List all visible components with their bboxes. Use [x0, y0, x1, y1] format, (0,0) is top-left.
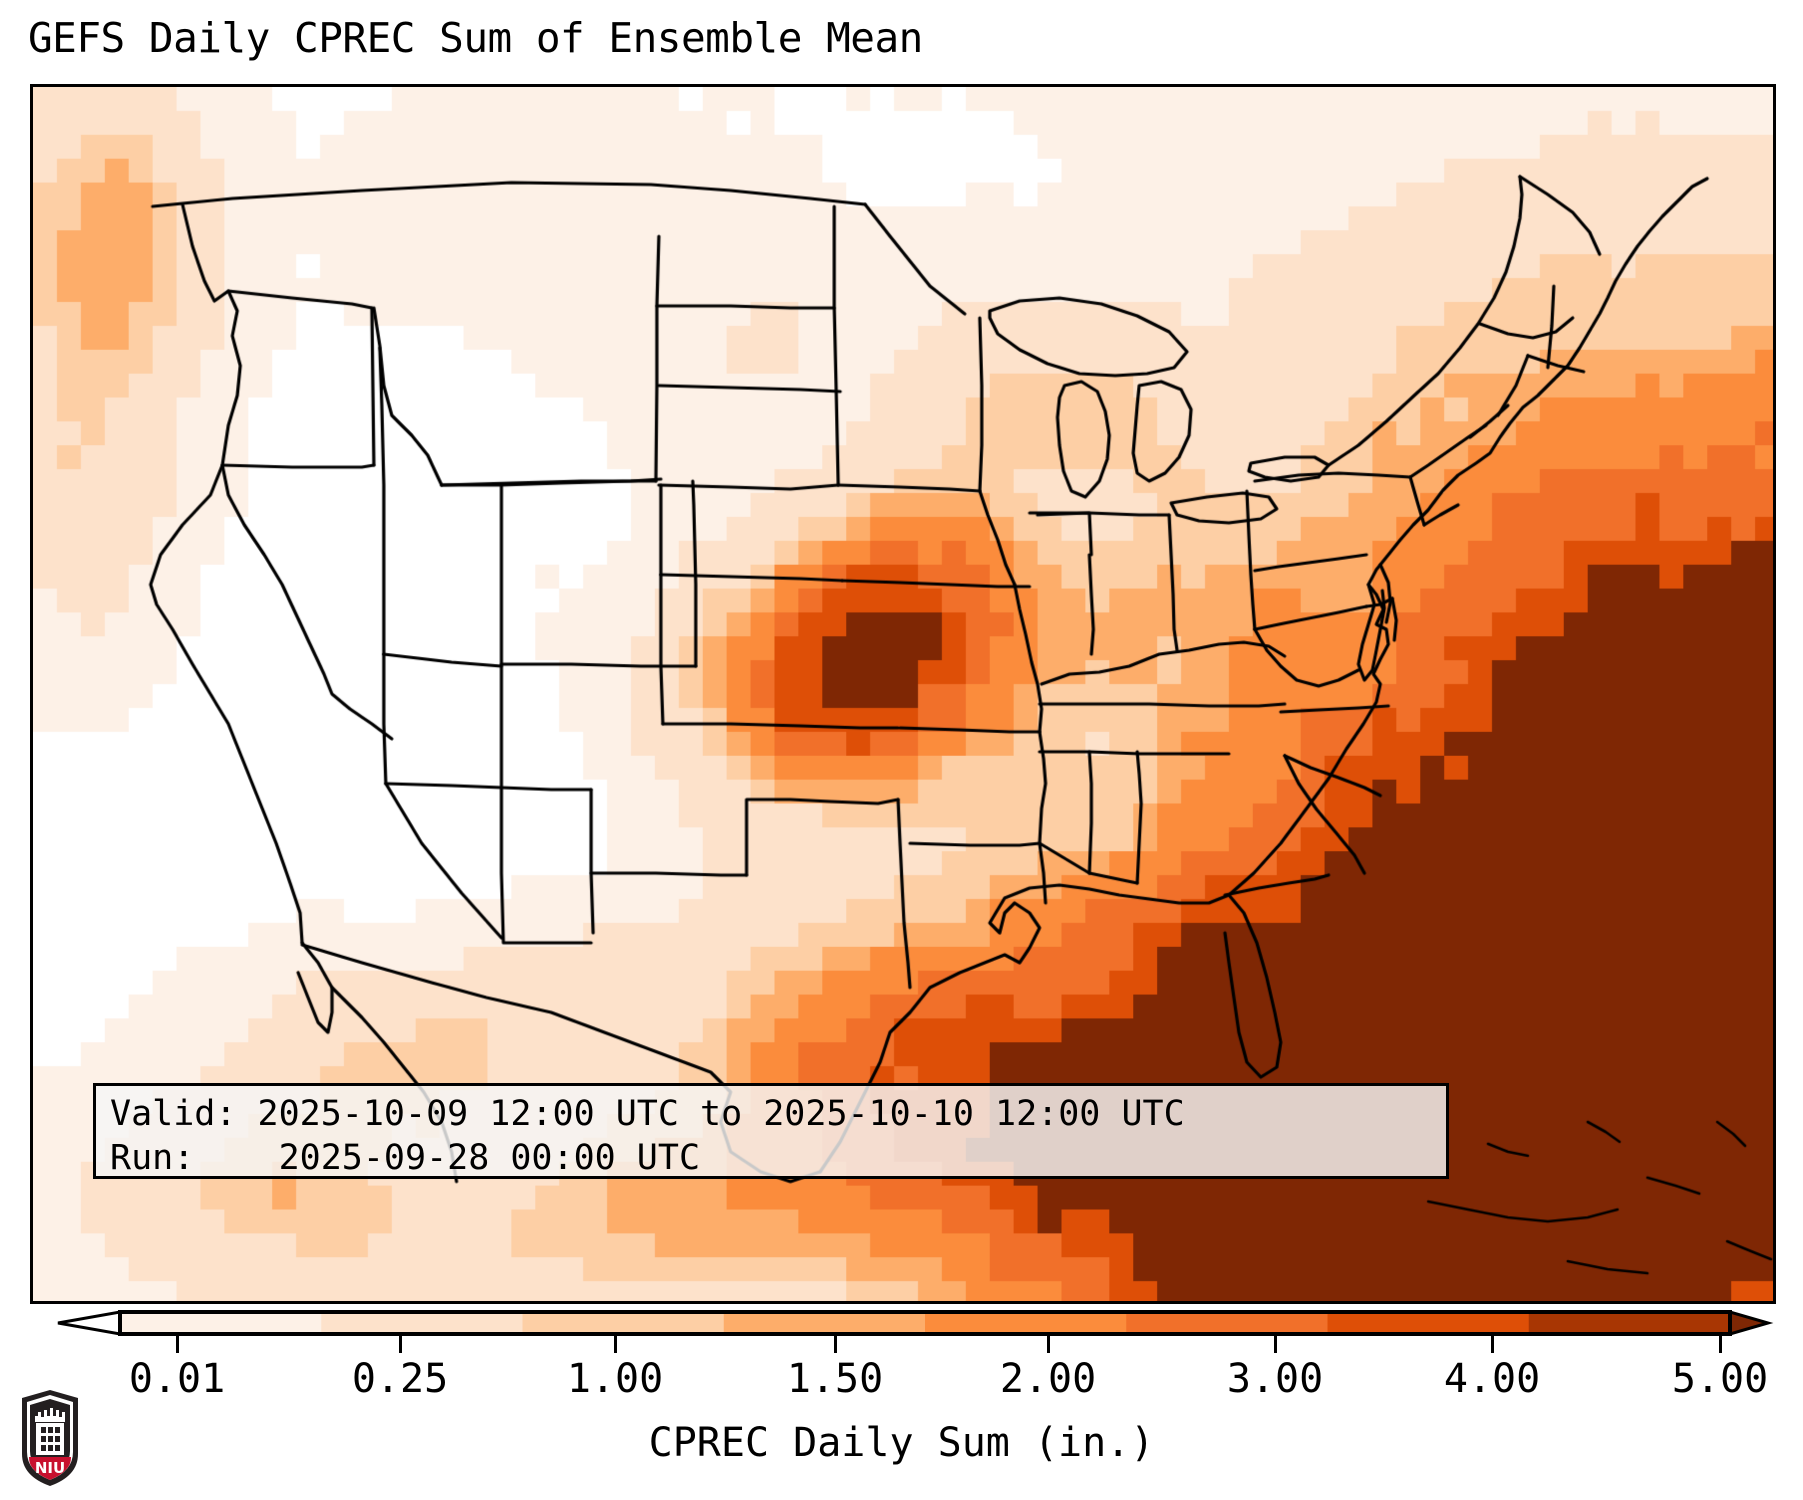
- colorbar-tick: [614, 1333, 617, 1353]
- forecast-info-box: Valid: 2025-10-09 12:00 UTC to 2025-10-1…: [93, 1083, 1449, 1179]
- colorbar-tick: [1047, 1333, 1050, 1353]
- colorbar-tick: [399, 1333, 402, 1353]
- niu-shield-icon: NIU: [22, 1390, 78, 1486]
- valid-time-line: Valid: 2025-10-09 12:00 UTC to 2025-10-1…: [110, 1094, 1185, 1134]
- map-panel[interactable]: Valid: 2025-10-09 12:00 UTC to 2025-10-1…: [30, 84, 1776, 1304]
- colorbar-axis-label: CPREC Daily Sum (in.): [648, 1420, 1155, 1466]
- run-time-line: Run: 2025-09-28 00:00 UTC: [110, 1138, 701, 1178]
- colorbar-tick-label: 5.00: [1671, 1356, 1769, 1402]
- colorbar-tick: [1274, 1333, 1277, 1353]
- colorbar-tick-label: 3.00: [1226, 1356, 1324, 1402]
- colorbar-tick-label: 1.50: [786, 1356, 884, 1402]
- colorbar-tick: [834, 1333, 837, 1353]
- colorbar[interactable]: [30, 1310, 1776, 1336]
- page-title: GEFS Daily CPREC Sum of Ensemble Mean: [28, 14, 923, 62]
- colorbar-tick-label: 0.01: [128, 1356, 226, 1402]
- colorbar-tick: [176, 1333, 179, 1353]
- colorbar-tick-label: 1.00: [566, 1356, 664, 1402]
- niu-logo: NIU: [18, 1388, 82, 1488]
- colorbar-tick: [1491, 1333, 1494, 1353]
- colorbar-tick-label: 4.00: [1443, 1356, 1541, 1402]
- colorbar-gradient: [57, 1310, 1774, 1336]
- colorbar-tick-label: 0.25: [351, 1356, 449, 1402]
- colorbar-ticks: [30, 1333, 1776, 1355]
- colorbar-tick-label: 2.00: [999, 1356, 1097, 1402]
- colorbar-tick-labels: 0.01 0.25 1.00 1.50 2.00 3.00 4.00 5.00: [30, 1356, 1776, 1406]
- niu-logo-text: NIU: [35, 1459, 65, 1477]
- colorbar-tick: [1719, 1333, 1722, 1353]
